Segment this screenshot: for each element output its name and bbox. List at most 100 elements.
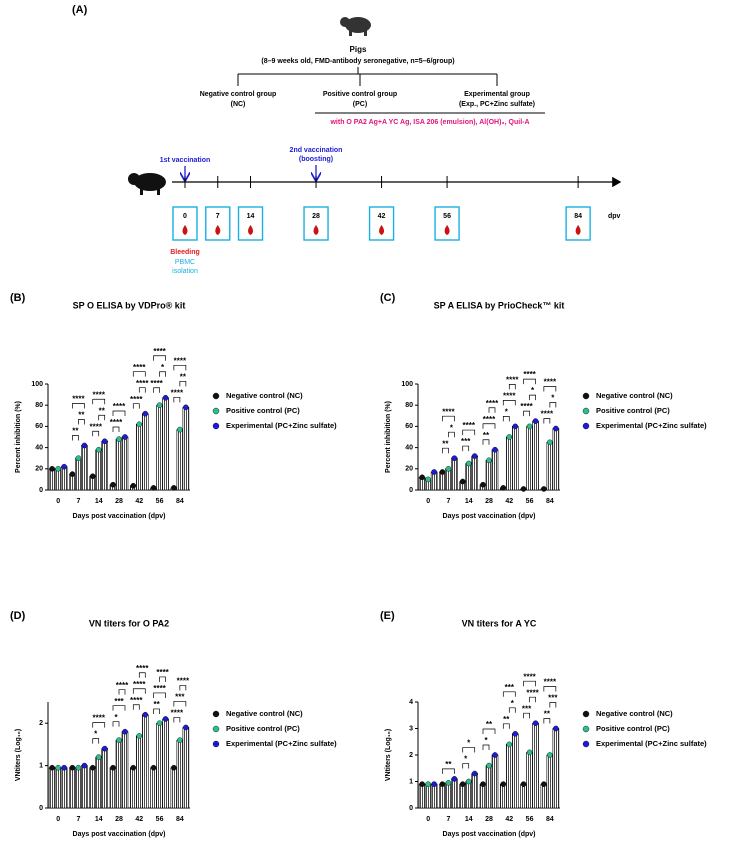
bar-dot [459,781,466,787]
x-tick-label: 42 [505,498,513,505]
legend-label: Negative control (NC) [226,391,303,400]
bar [95,756,103,809]
bar-dot [95,446,102,453]
first-vaccination: 1st vaccination [160,157,211,164]
significance-bracket [462,747,476,753]
legend-marker [212,740,220,748]
significance-label: ** [78,411,85,420]
bar-dot [81,762,88,769]
second-vaccination-note: (boosting) [299,156,333,163]
panel-label: (A) [72,4,88,16]
bar [101,748,109,809]
significance-label: *** [522,704,532,713]
bar-dot [75,455,82,462]
group-name: Experimental group [464,91,530,98]
y-tick-label: 0 [39,487,43,494]
bar [451,778,458,809]
significance-label: * [161,363,165,372]
significance-bracket [482,439,490,445]
day-label: 7 [216,213,220,220]
bar-dot [122,728,128,735]
bar [465,463,473,491]
significance-label: * [531,386,535,395]
legend-label: Positive control (PC) [226,406,300,415]
bar [129,767,137,809]
significance-bracket [173,364,187,371]
significance-label: ** [544,710,551,719]
x-tick-label: 42 [135,816,143,823]
significance-label: **** [153,347,166,356]
significance-bracket [138,387,146,393]
legend-marker [212,407,220,415]
bar-dot [69,764,76,771]
significance-bracket [462,445,470,452]
legend-marker [212,725,220,733]
bar [95,449,103,491]
y-axis-label: Percent inhibition (%) [385,401,392,473]
significance-bracket [482,423,496,429]
x-tick-label: 84 [546,498,554,505]
bar-dot [61,764,67,771]
significance-bracket [502,723,510,729]
bar [141,714,149,809]
day-label: 28 [312,213,320,220]
significance-bracket [529,696,536,703]
bar [69,767,76,809]
significance-label: **** [486,399,499,408]
bar-dot [506,741,513,748]
bar-dot [177,737,183,743]
significance-label: ** [445,760,452,769]
significance-bracket [153,708,160,714]
bar-dot [110,764,116,771]
x-tick-label: 14 [95,498,103,505]
x-tick-label: 56 [526,498,534,505]
bar-dot [445,465,452,472]
y-tick-label: 0 [409,805,413,812]
significance-label: ** [503,715,510,724]
significance-label: **** [156,668,169,677]
bar [499,783,507,809]
x-tick-label: 0 [56,498,60,505]
significance-bracket [159,676,166,682]
x-tick-label: 56 [156,498,164,505]
significance-label: **** [442,407,455,416]
legend-label: Experimental (PC+Zinc sulfate) [226,739,337,748]
bar-dot [520,781,527,787]
bar [505,436,513,491]
day-label: 84 [574,213,582,220]
panel-label: (E) [380,610,395,622]
bar-dot [171,764,177,771]
x-tick-label: 14 [95,816,103,823]
significance-label: ** [180,372,187,381]
x-tick-label: 28 [115,816,123,823]
bar-dot [101,745,108,752]
blood-drop [313,225,319,235]
panel-label: (D) [10,610,26,622]
significance-bracket [523,410,530,417]
significance-label: **** [130,696,143,705]
bar [89,767,97,809]
y-axis-label: Percent inhibition (%) [15,401,22,473]
animals-note: (8–9 weeks old, FMD-antibody seronegativ… [261,58,454,65]
significance-bracket [488,407,496,413]
significance-label: * [505,408,509,417]
bar-dot [183,404,189,411]
significance-label: **** [526,688,539,697]
significance-bracket [462,429,476,436]
bar-dot [49,764,55,771]
y-tick-label: 80 [405,402,413,409]
significance-bracket [549,702,557,708]
bar-dot [445,780,452,786]
panel-label: (B) [10,292,26,304]
pig-silhouette [128,173,166,195]
legend-marker [582,407,590,415]
bar-dot [177,426,183,433]
blood-drop [444,225,450,235]
bar [60,466,68,491]
significance-label: ** [153,700,160,709]
second-vaccination: 2nd vaccination [290,147,343,154]
bar [552,428,560,491]
significance-label: **** [544,678,557,687]
legend-marker [582,710,590,718]
